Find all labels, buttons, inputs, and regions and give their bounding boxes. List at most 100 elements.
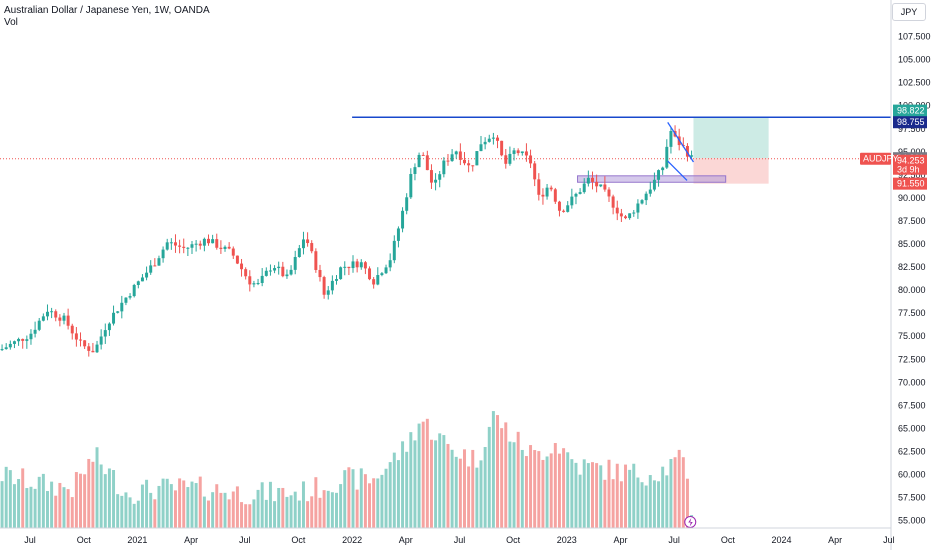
wedge-upper-line[interactable] (667, 121, 695, 163)
candle-body[interactable] (25, 339, 29, 341)
candle-body[interactable] (74, 333, 78, 340)
candle-body[interactable] (223, 246, 227, 249)
candle-body[interactable] (636, 203, 640, 213)
candle-body[interactable] (570, 196, 574, 206)
currency-button[interactable]: JPY (892, 3, 926, 21)
candle-body[interactable] (273, 268, 277, 271)
candle-body[interactable] (211, 239, 215, 244)
candle-body[interactable] (339, 267, 343, 280)
candle-body[interactable] (322, 277, 326, 295)
candle-body[interactable] (289, 269, 293, 275)
candle-body[interactable] (549, 187, 553, 190)
candle-body[interactable] (665, 146, 669, 168)
candle-body[interactable] (524, 151, 528, 156)
candle-body[interactable] (363, 262, 367, 269)
candle-body[interactable] (252, 283, 256, 285)
candle-body[interactable] (508, 153, 512, 164)
candle-body[interactable] (293, 257, 297, 270)
candle-body[interactable] (178, 245, 182, 247)
candle-body[interactable] (70, 325, 74, 334)
candle-body[interactable] (318, 269, 322, 278)
candle-body[interactable] (260, 275, 264, 284)
candle-body[interactable] (624, 216, 628, 219)
candle-body[interactable] (215, 239, 219, 248)
candle-body[interactable] (128, 296, 132, 298)
candle-body[interactable] (347, 266, 351, 269)
candle-body[interactable] (512, 150, 516, 154)
candle-body[interactable] (83, 340, 87, 347)
candle-body[interactable] (578, 192, 582, 194)
candle-body[interactable] (8, 343, 12, 348)
candle-body[interactable] (685, 145, 689, 157)
candle-body[interactable] (190, 244, 194, 248)
candle-body[interactable] (396, 228, 400, 241)
candle-body[interactable] (405, 197, 409, 211)
candle-body[interactable] (186, 247, 190, 249)
candle-body[interactable] (628, 213, 632, 219)
candle-body[interactable] (182, 246, 186, 248)
candle-body[interactable] (50, 311, 54, 313)
candle-body[interactable] (438, 174, 442, 180)
candle-body[interactable] (33, 329, 37, 334)
candle-body[interactable] (120, 302, 124, 312)
candle-body[interactable] (574, 193, 578, 197)
candle-body[interactable] (446, 160, 450, 162)
candle-body[interactable] (496, 137, 500, 141)
candle-body[interactable] (161, 249, 165, 259)
candle-body[interactable] (314, 251, 318, 270)
candle-body[interactable] (335, 279, 338, 281)
candle-body[interactable] (425, 155, 429, 171)
candle-body[interactable] (582, 183, 586, 193)
candle-body[interactable] (562, 210, 566, 212)
candle-body[interactable] (235, 255, 239, 264)
candle-body[interactable] (421, 154, 425, 156)
candle-body[interactable] (326, 290, 330, 295)
candle-body[interactable] (442, 160, 446, 175)
candle-body[interactable] (487, 138, 491, 142)
candle-body[interactable] (45, 311, 49, 317)
candle-body[interactable] (132, 284, 136, 297)
candle-body[interactable] (17, 338, 21, 342)
candle-body[interactable] (483, 141, 487, 145)
candle-body[interactable] (429, 170, 433, 183)
candle-body[interactable] (301, 239, 305, 249)
candle-body[interactable] (471, 165, 475, 167)
candle-body[interactable] (21, 338, 25, 341)
candle-body[interactable] (450, 154, 454, 162)
candle-body[interactable] (690, 155, 694, 157)
demand-zone[interactable] (577, 175, 727, 183)
candle-body[interactable] (491, 137, 495, 139)
candle-body[interactable] (29, 333, 33, 340)
candle-body[interactable] (207, 238, 210, 244)
candle-body[interactable] (504, 155, 508, 164)
candle-body[interactable] (586, 177, 590, 184)
candle-body[interactable] (41, 316, 45, 321)
candle-body[interactable] (545, 187, 549, 197)
candle-body[interactable] (37, 320, 41, 330)
candle-body[interactable] (520, 151, 524, 154)
candle-body[interactable] (112, 312, 116, 324)
candle-body[interactable] (652, 179, 656, 190)
candle-body[interactable] (277, 266, 281, 269)
candle-body[interactable] (454, 151, 458, 155)
candle-body[interactable] (434, 179, 438, 183)
candle-body[interactable] (644, 193, 648, 201)
candle-body[interactable] (240, 263, 244, 270)
candle-body[interactable] (124, 297, 128, 303)
candle-body[interactable] (599, 184, 603, 187)
candle-body[interactable] (619, 213, 623, 217)
candle-body[interactable] (116, 311, 120, 313)
candle-body[interactable] (541, 194, 545, 197)
candle-body[interactable] (202, 238, 206, 246)
candle-body[interactable] (355, 261, 359, 268)
candle-body[interactable] (632, 212, 636, 214)
candle-body[interactable] (648, 189, 652, 194)
candle-body[interactable] (607, 189, 611, 197)
candle-body[interactable] (248, 276, 252, 285)
candle-body[interactable] (268, 270, 272, 272)
candle-body[interactable] (372, 279, 376, 285)
candle-body[interactable] (417, 154, 421, 168)
candle-body[interactable] (297, 248, 301, 258)
candle-body[interactable] (500, 140, 504, 156)
candle-body[interactable] (566, 205, 570, 212)
